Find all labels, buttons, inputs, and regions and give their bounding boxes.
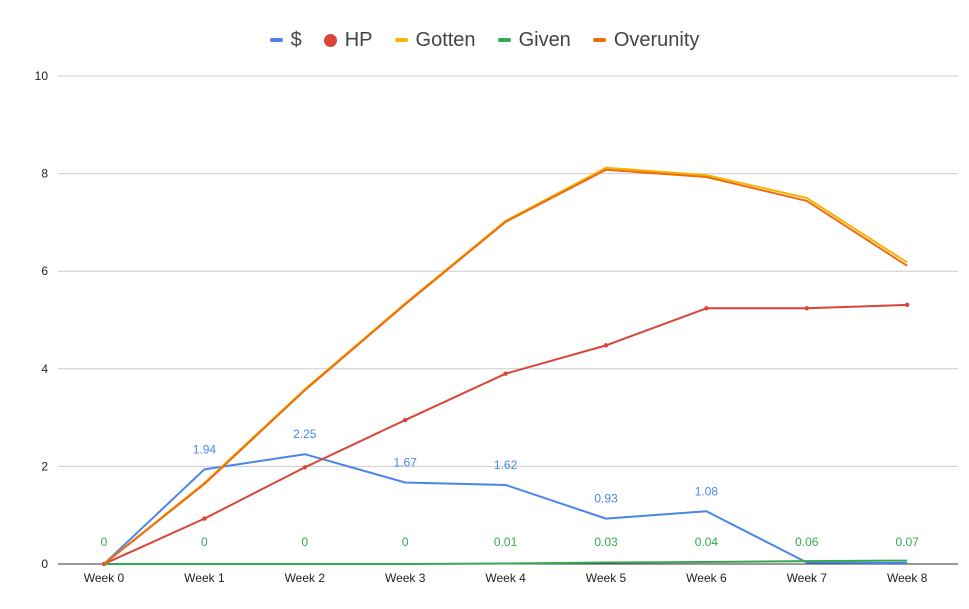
legend-swatch <box>394 38 408 42</box>
legend-swatch <box>269 38 283 42</box>
series-line-0 <box>103 453 908 565</box>
data-label: 0.93 <box>594 492 618 506</box>
series-point <box>202 516 207 521</box>
data-label: 0.04 <box>695 535 719 549</box>
legend-item: HP <box>323 28 373 52</box>
y-tick-label: 4 <box>41 362 48 376</box>
y-tick-label: 8 <box>41 167 48 181</box>
legend-label: Gotten <box>415 28 476 51</box>
data-label: 0.03 <box>594 535 618 549</box>
series-line-2 <box>103 166 908 565</box>
data-label: 0.01 <box>494 535 518 549</box>
legend-swatch <box>497 38 511 42</box>
legend-swatch <box>323 33 337 47</box>
legend-item: Gotten <box>394 28 476 52</box>
data-label: 0 <box>101 535 108 549</box>
y-tick-label: 2 <box>41 459 48 473</box>
y-tick-label: 0 <box>41 557 48 571</box>
series-point <box>905 302 910 308</box>
legend-label: Overunity <box>613 28 700 51</box>
data-label: 0 <box>301 535 308 549</box>
legend-label: HP <box>344 28 373 51</box>
x-tick-label: Week 3 <box>385 571 426 585</box>
chart-legend: $ HP Gotten Given Overunity <box>0 26 969 54</box>
series-point <box>603 343 609 348</box>
x-tick-label: Week 2 <box>285 571 326 585</box>
series-line-4 <box>103 168 908 565</box>
x-tick-label: Week 0 <box>84 571 125 585</box>
data-label: 0 <box>402 535 409 549</box>
series-point <box>302 465 307 470</box>
x-tick-label: Week 8 <box>887 571 928 585</box>
series-point <box>403 417 408 423</box>
x-tick-label: Week 7 <box>787 571 828 585</box>
y-tick-label: 6 <box>41 264 48 278</box>
series-point <box>804 306 809 311</box>
legend-label: $ <box>290 28 302 51</box>
data-label: 1.08 <box>695 484 719 498</box>
x-tick-label: Week 5 <box>586 571 627 585</box>
legend-item: $ <box>269 28 302 52</box>
legend-label: Given <box>518 28 571 51</box>
x-tick-label: Week 6 <box>686 571 727 585</box>
legend-swatch <box>592 38 606 42</box>
data-label: 0.06 <box>795 535 819 549</box>
data-label: 0.07 <box>896 535 920 549</box>
series-line-1 <box>103 303 908 565</box>
series-point <box>503 371 508 376</box>
series-point <box>704 306 709 311</box>
data-label: 2.25 <box>293 427 317 441</box>
y-tick-label: 10 <box>35 69 49 83</box>
legend-item: Given <box>497 28 571 52</box>
data-label: 1.62 <box>494 458 518 472</box>
x-tick-label: Week 4 <box>485 571 526 585</box>
x-tick-label: Week 1 <box>184 571 225 585</box>
data-label: 0 <box>201 535 208 549</box>
data-label: 1.94 <box>193 442 217 456</box>
series-line-3 <box>104 559 908 565</box>
legend-item: Overunity <box>592 28 700 52</box>
data-label: 1.67 <box>394 456 418 470</box>
